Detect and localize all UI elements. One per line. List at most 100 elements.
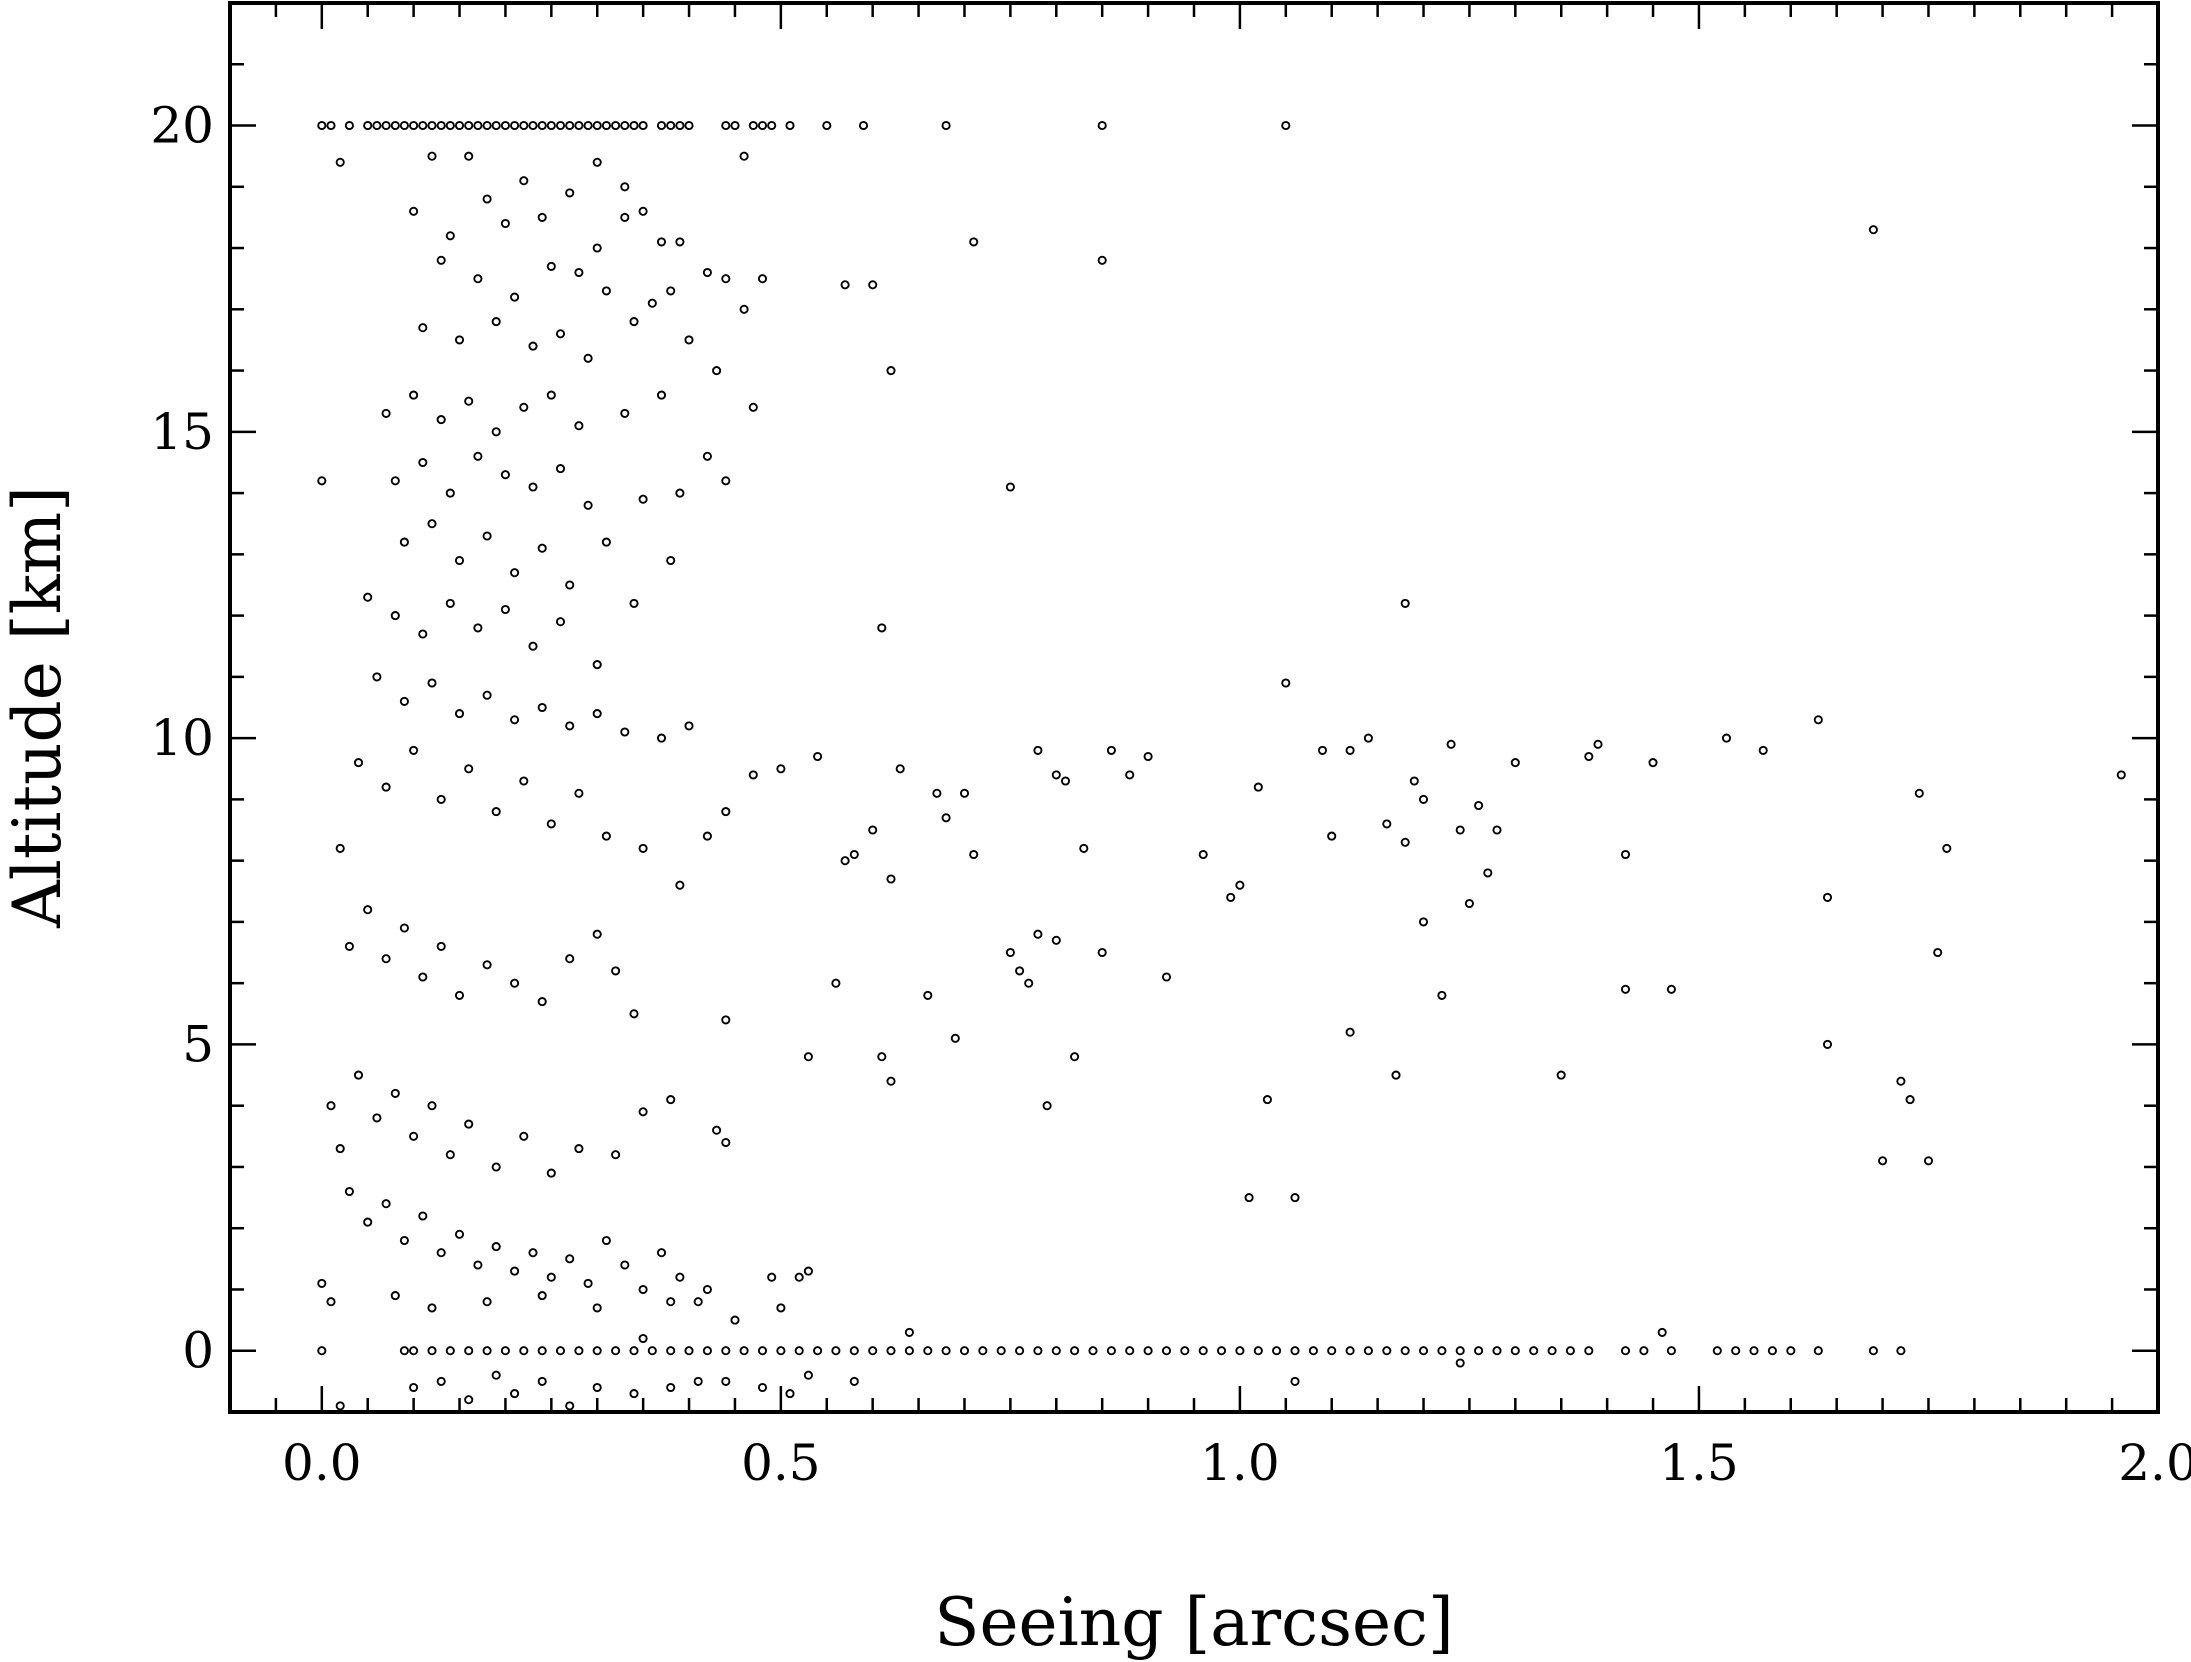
data-point (666, 1297, 676, 1307)
data-point (904, 1327, 914, 1337)
data-point (436, 415, 446, 425)
data-point (1070, 1346, 1080, 1356)
data-point (1382, 819, 1392, 829)
data-point (941, 1346, 951, 1356)
data-point (1437, 1346, 1447, 1356)
data-point (464, 151, 474, 161)
data-point (794, 1272, 804, 1282)
data-point (666, 120, 676, 131)
data-point (390, 611, 400, 621)
data-point (546, 1272, 556, 1282)
data-point (996, 1346, 1006, 1356)
data-point (363, 592, 373, 602)
data-point (886, 874, 896, 884)
data-point (702, 1346, 712, 1356)
data-point (565, 721, 575, 731)
data-point (620, 212, 630, 222)
data-point (923, 1346, 933, 1356)
data-point (454, 1229, 465, 1239)
data-point (574, 421, 584, 431)
data-point (1070, 1052, 1080, 1062)
data-point (409, 120, 419, 131)
data-point (491, 1242, 501, 1252)
data-point (445, 598, 455, 608)
data-point (629, 598, 639, 608)
data-point (555, 120, 566, 131)
data-point (344, 941, 354, 951)
data-point (500, 604, 510, 615)
data-point (482, 531, 492, 541)
data-point (629, 120, 639, 131)
data-point (583, 353, 593, 363)
data-point (923, 990, 933, 1000)
data-point (1060, 776, 1071, 786)
data-point (445, 231, 455, 241)
data-point (1657, 1327, 1667, 1337)
data-point (344, 1186, 354, 1197)
data-point (1235, 880, 1245, 890)
data-point (638, 120, 648, 131)
data-point (1483, 868, 1493, 878)
data-point (399, 696, 409, 706)
data-point (904, 1346, 914, 1356)
data-point (546, 819, 556, 829)
data-point (555, 617, 566, 627)
data-point (464, 1395, 474, 1405)
data-point (537, 1346, 547, 1356)
y-axis-label: Altitude [km] (0, 486, 76, 929)
data-point (1079, 843, 1089, 853)
data-point (363, 120, 373, 131)
data-point (1418, 917, 1429, 927)
data-point (1868, 225, 1878, 235)
data-point (519, 1346, 529, 1356)
data-point (675, 1272, 685, 1282)
data-point (1492, 825, 1502, 835)
data-point (730, 1315, 740, 1325)
data-point (702, 1284, 712, 1295)
data-point (436, 1376, 446, 1386)
data-point (1400, 837, 1410, 847)
data-point (1088, 1346, 1098, 1356)
y-axis-ticks (230, 1, 2158, 1414)
data-point (739, 1346, 749, 1356)
data-point (427, 120, 437, 131)
data-point (418, 1211, 428, 1221)
y-tick-label: 0 (182, 1322, 214, 1380)
data-point (436, 794, 446, 804)
data-point (647, 1346, 657, 1356)
data-points (317, 120, 2126, 1411)
data-point (464, 764, 474, 774)
data-point (1363, 1346, 1373, 1356)
data-point (601, 286, 611, 296)
data-point (950, 1033, 960, 1043)
data-point (813, 1346, 823, 1356)
data-point (1033, 1346, 1043, 1356)
data-point (546, 1168, 556, 1178)
data-point (1464, 898, 1474, 909)
data-point (1125, 770, 1135, 780)
data-point (721, 1137, 731, 1148)
data-point (1758, 745, 1768, 755)
data-point (785, 120, 795, 131)
data-point (592, 157, 602, 167)
data-point (868, 1346, 878, 1356)
data-point (877, 623, 887, 633)
data-point (519, 120, 529, 131)
data-point (684, 120, 694, 131)
data-point (409, 206, 419, 216)
data-point (675, 120, 685, 131)
data-point (482, 1346, 492, 1356)
data-point (1180, 1346, 1190, 1356)
data-point (1923, 1156, 1934, 1166)
data-point (1565, 1346, 1575, 1356)
data-point (1382, 1346, 1392, 1356)
data-point (528, 120, 538, 131)
data-point (2116, 770, 2126, 780)
data-point (822, 120, 832, 131)
data-point (776, 764, 786, 774)
data-point (381, 120, 391, 131)
data-point (684, 335, 694, 345)
data-point (510, 292, 520, 302)
data-point (519, 402, 529, 412)
data-point (611, 120, 621, 131)
